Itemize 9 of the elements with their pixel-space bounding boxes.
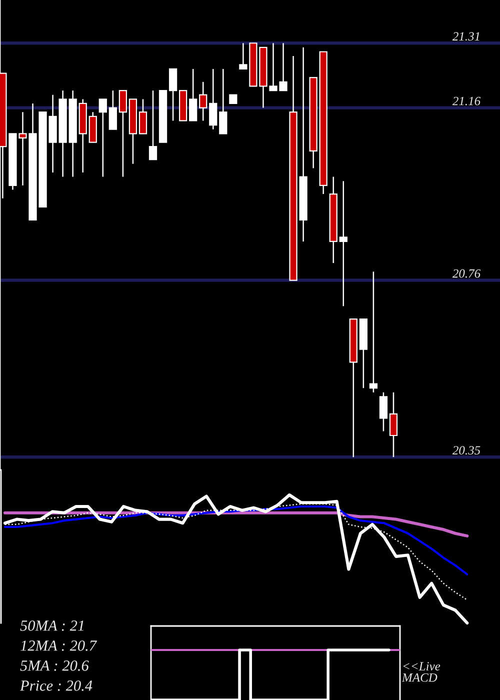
text: 5MA : 20.6 xyxy=(20,660,89,671)
annotation: <<Live MACD xyxy=(402,662,440,682)
y-tick-label: 21.31 xyxy=(452,32,480,41)
y-tick-label: 20.35 xyxy=(452,446,480,455)
y-tick-label: 21.16 xyxy=(452,96,480,106)
text: 12MA : 20.7 xyxy=(20,640,98,651)
text: Price : 20.4 xyxy=(20,680,92,691)
y-tick-label: 20.76 xyxy=(452,269,480,278)
annotation: 50MA : 21 xyxy=(20,620,84,631)
